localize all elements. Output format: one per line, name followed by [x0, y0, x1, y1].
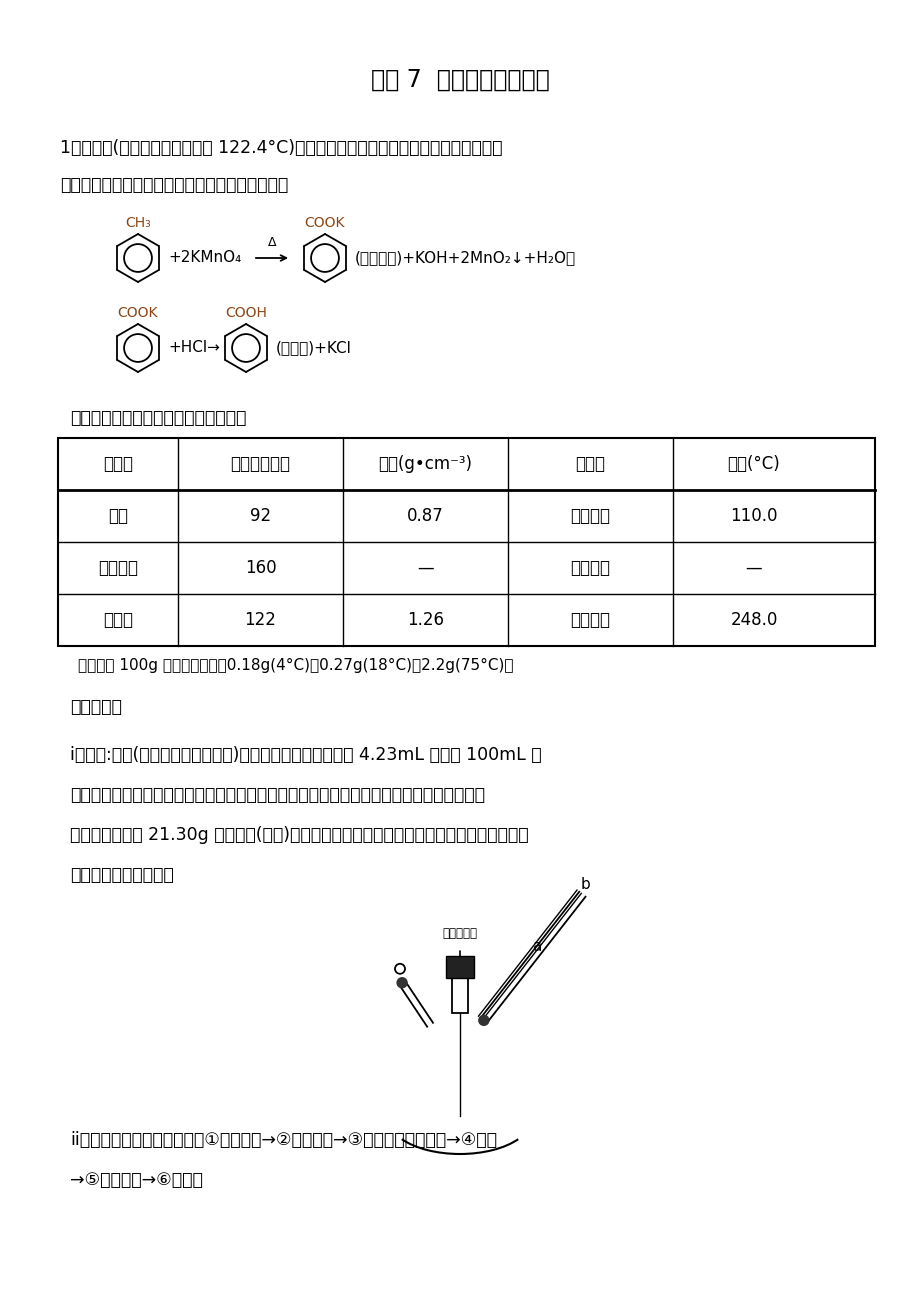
Text: 管上口分批加入 21.30g 高锰酸钾(过量)，继续煮沸至甲苯层消失，回流液中不再出现油珠为: 管上口分批加入 21.30g 高锰酸钾(过量)，继续煮沸至甲苯层消失，回流液中不… — [70, 825, 528, 844]
Text: (苯甲酸)+KCl: (苯甲酸)+KCl — [276, 341, 351, 355]
Text: COOK: COOK — [118, 306, 158, 320]
Text: 1.26: 1.26 — [406, 611, 444, 629]
Text: —: — — [745, 559, 762, 577]
Text: 止，得到反应混合物。: 止，得到反应混合物。 — [70, 866, 174, 884]
Text: COOK: COOK — [304, 216, 345, 230]
Text: (苯甲酸钾)+KOH+2MnO₂↓+H₂O；: (苯甲酸钾)+KOH+2MnO₂↓+H₂O； — [355, 250, 575, 266]
Text: a: a — [531, 939, 540, 953]
Text: 沸点(°C): 沸点(°C) — [727, 454, 779, 473]
Text: 密度(g•cm⁻³): 密度(g•cm⁻³) — [378, 454, 472, 473]
Text: 110.0: 110.0 — [730, 506, 777, 525]
Text: 微溶于水: 微溶于水 — [570, 611, 610, 629]
Text: 馏水，瓶口装上温度计、电动搅拌器、冷凝管，慢慢开启电动搅拌器，加热至沸腾。经冷凝: 馏水，瓶口装上温度计、电动搅拌器、冷凝管，慢慢开启电动搅拌器，加热至沸腾。经冷凝 — [70, 786, 484, 805]
Circle shape — [400, 1006, 519, 1126]
Bar — [446, 956, 473, 978]
Text: 苯甲酸在 100g 水中的溶解度：0.18g(4°C)，0.27g(18°C)，2.2g(75°C)。: 苯甲酸在 100g 水中的溶解度：0.18g(4°C)，0.27g(18°C)，… — [78, 658, 513, 673]
Bar — [58, 437, 874, 646]
Text: 已知有关化合物的相关数据如表所示：: 已知有关化合物的相关数据如表所示： — [70, 409, 246, 427]
Circle shape — [397, 978, 406, 988]
Text: COOH: COOH — [225, 306, 267, 320]
Text: CH₃: CH₃ — [125, 216, 151, 230]
Text: b: b — [581, 876, 590, 892]
Text: 160: 160 — [244, 559, 276, 577]
Text: 实验步骤：: 实验步骤： — [70, 698, 121, 716]
Text: →⑤盐酸酸化→⑥过滤。: →⑤盐酸酸化→⑥过滤。 — [70, 1170, 203, 1189]
Text: i．合成:如图(固定及加热装置略去)所示，在三颈烧瓶中加入 4.23mL 甲苯和 100mL 蒸: i．合成:如图(固定及加热装置略去)所示，在三颈烧瓶中加入 4.23mL 甲苯和… — [70, 746, 541, 764]
Text: 122: 122 — [244, 611, 276, 629]
Text: ii．对反应混合物进行分离：①趁热过滤→②洗涤滤渣→③合并滤液和洗涤液→④冷却: ii．对反应混合物进行分离：①趁热过滤→②洗涤滤渣→③合并滤液和洗涤液→④冷却 — [70, 1131, 496, 1148]
Text: 化合物: 化合物 — [103, 454, 133, 473]
Text: 难溶于水: 难溶于水 — [570, 506, 610, 525]
Text: 0.87: 0.87 — [407, 506, 443, 525]
Text: 甲苯: 甲苯 — [108, 506, 128, 525]
Text: 248.0: 248.0 — [730, 611, 777, 629]
Text: 苯甲酸钾: 苯甲酸钾 — [98, 559, 138, 577]
Text: 相对分子质量: 相对分子质量 — [231, 454, 290, 473]
Bar — [451, 978, 468, 1013]
Text: 易溶于水: 易溶于水 — [570, 559, 610, 577]
Text: 92: 92 — [250, 506, 271, 525]
Text: +2KMnO₄: +2KMnO₄ — [168, 250, 241, 266]
Text: +HCl→: +HCl→ — [168, 341, 220, 355]
Text: 专项 7  回流装置及其变式: 专项 7 回流装置及其变式 — [370, 68, 549, 92]
Text: Δ: Δ — [267, 236, 276, 249]
Text: 1．苯甲酸(无色针状晶体，熔点 122.4°C)可广泛用于医药、染料载体、香料等，实验室: 1．苯甲酸(无色针状晶体，熔点 122.4°C)可广泛用于医药、染料载体、香料等… — [60, 139, 502, 158]
Text: —: — — [416, 559, 434, 577]
Text: 电动搅拌器: 电动搅拌器 — [442, 927, 477, 940]
Circle shape — [478, 1016, 488, 1026]
Text: 用甲苯和高锰酸钾制备苯甲酸。反应方程式如下：: 用甲苯和高锰酸钾制备苯甲酸。反应方程式如下： — [60, 176, 288, 194]
Text: 溶解性: 溶解性 — [575, 454, 605, 473]
Text: 苯甲酸: 苯甲酸 — [103, 611, 133, 629]
